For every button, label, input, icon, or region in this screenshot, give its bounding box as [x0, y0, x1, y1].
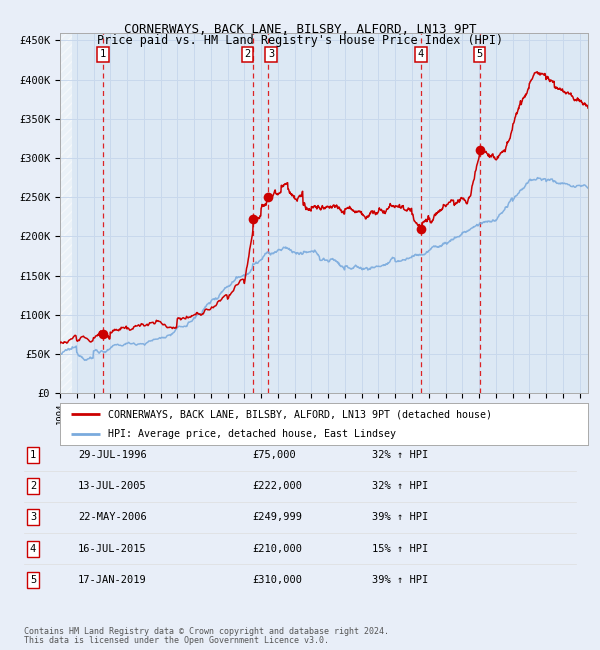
Text: £310,000: £310,000 [252, 575, 302, 585]
Text: £222,000: £222,000 [252, 481, 302, 491]
Text: 15% ↑ HPI: 15% ↑ HPI [372, 543, 428, 554]
Text: 29-JUL-1996: 29-JUL-1996 [78, 450, 147, 460]
Text: Contains HM Land Registry data © Crown copyright and database right 2024.: Contains HM Land Registry data © Crown c… [24, 627, 389, 636]
Text: £210,000: £210,000 [252, 543, 302, 554]
Text: £249,999: £249,999 [252, 512, 302, 523]
Text: 2: 2 [245, 49, 251, 59]
Text: 22-MAY-2006: 22-MAY-2006 [78, 512, 147, 523]
Text: 2: 2 [30, 481, 36, 491]
Text: 17-JAN-2019: 17-JAN-2019 [78, 575, 147, 585]
Text: 16-JUL-2015: 16-JUL-2015 [78, 543, 147, 554]
Text: HPI: Average price, detached house, East Lindsey: HPI: Average price, detached house, East… [107, 429, 395, 439]
Text: 13-JUL-2005: 13-JUL-2005 [78, 481, 147, 491]
Text: 5: 5 [476, 49, 483, 59]
Text: 32% ↑ HPI: 32% ↑ HPI [372, 450, 428, 460]
Text: 4: 4 [418, 49, 424, 59]
Text: 1: 1 [100, 49, 106, 59]
Text: 4: 4 [30, 543, 36, 554]
Text: 3: 3 [30, 512, 36, 523]
Bar [60, 32, 72, 393]
Text: CORNERWAYS, BACK LANE, BILSBY, ALFORD, LN13 9PT: CORNERWAYS, BACK LANE, BILSBY, ALFORD, L… [124, 23, 476, 36]
Text: 1: 1 [30, 450, 36, 460]
Text: CORNERWAYS, BACK LANE, BILSBY, ALFORD, LN13 9PT (detached house): CORNERWAYS, BACK LANE, BILSBY, ALFORD, L… [107, 410, 491, 419]
Text: 32% ↑ HPI: 32% ↑ HPI [372, 481, 428, 491]
Text: Price paid vs. HM Land Registry's House Price Index (HPI): Price paid vs. HM Land Registry's House … [97, 34, 503, 47]
Text: 39% ↑ HPI: 39% ↑ HPI [372, 512, 428, 523]
Text: This data is licensed under the Open Government Licence v3.0.: This data is licensed under the Open Gov… [24, 636, 329, 645]
Text: £75,000: £75,000 [252, 450, 296, 460]
Text: 5: 5 [30, 575, 36, 585]
Text: 3: 3 [268, 49, 274, 59]
Text: 39% ↑ HPI: 39% ↑ HPI [372, 575, 428, 585]
